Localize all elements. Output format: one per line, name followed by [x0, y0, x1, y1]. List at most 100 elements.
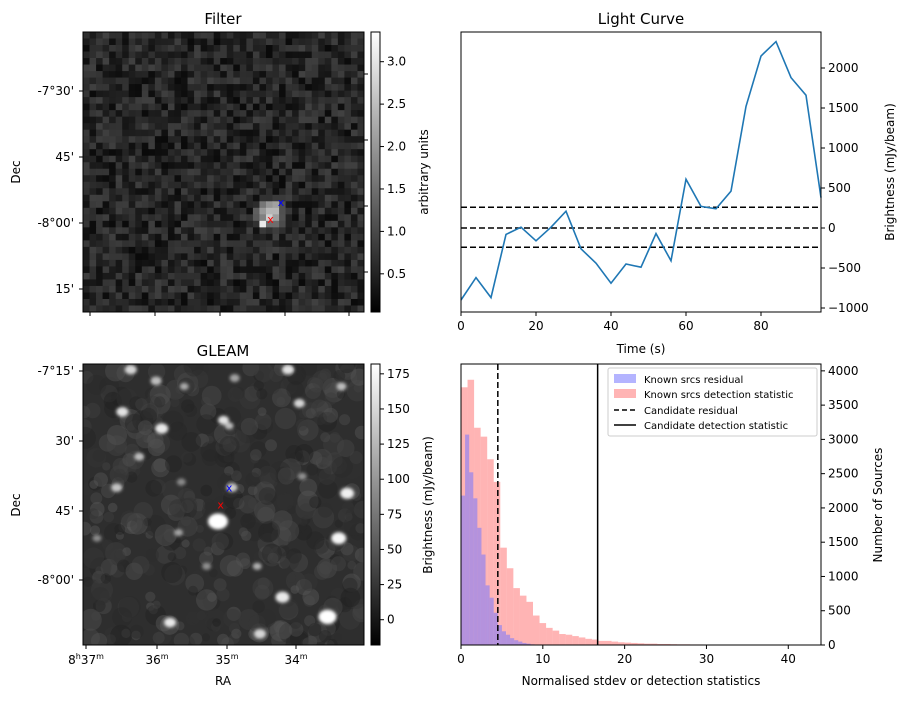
filter-pixel	[273, 117, 280, 124]
filter-pixel	[181, 305, 188, 312]
filter-pixel	[273, 136, 280, 143]
filter-pixel	[318, 279, 325, 286]
filter-pixel	[273, 253, 280, 260]
filter-pixel	[344, 110, 351, 117]
filter-pixel	[148, 78, 155, 85]
gleam-marker: x	[226, 482, 233, 495]
filter-pixel	[351, 130, 358, 137]
filter-pixel	[90, 279, 97, 286]
filter-pixel	[148, 201, 155, 208]
filter-pixel	[286, 208, 293, 215]
filter-pixel	[233, 110, 240, 117]
filter-pixel	[161, 110, 168, 117]
filter-pixel	[344, 279, 351, 286]
filter-pixel	[357, 188, 364, 195]
filter-pixel	[155, 143, 162, 150]
filter-pixel	[116, 273, 123, 280]
filter-pixel	[214, 117, 221, 124]
lightcurve-series-line	[461, 42, 821, 300]
filter-pixel	[109, 52, 116, 59]
filter-pixel	[168, 253, 175, 260]
filter-pixel	[103, 286, 110, 293]
filter-pixel	[273, 71, 280, 78]
gleam-noise-blob	[286, 573, 296, 583]
filter-pixel	[325, 292, 332, 299]
filter-pixel	[351, 169, 358, 176]
filter-pixel	[155, 123, 162, 130]
filter-pixel	[246, 45, 253, 52]
filter-pixel	[318, 156, 325, 163]
filter-pixel	[174, 201, 181, 208]
filter-pixel	[90, 195, 97, 202]
filter-pixel	[168, 299, 175, 306]
filter-pixel	[116, 32, 123, 39]
filter-pixel	[103, 65, 110, 72]
filter-pixel	[305, 45, 312, 52]
filter-pixel	[351, 32, 358, 39]
filter-pixel	[292, 240, 299, 247]
filter-pixel	[318, 65, 325, 72]
filter-pixel	[246, 136, 253, 143]
gleam-noise-blob	[342, 502, 355, 515]
filter-pixel	[188, 279, 195, 286]
gleam-xtick-label: 36m	[145, 652, 168, 667]
filter-pixel	[155, 58, 162, 65]
filter-pixel	[246, 104, 253, 111]
filter-pixel	[214, 130, 221, 137]
filter-pixel	[338, 260, 345, 267]
filter-pixel	[312, 32, 319, 39]
filter-pixel	[259, 97, 266, 104]
filter-pixel	[253, 52, 260, 59]
filter-pixel	[338, 305, 345, 312]
gleam-noise-blob	[216, 588, 229, 601]
filter-pixel	[142, 78, 149, 85]
gleam-source	[294, 399, 305, 408]
filter-pixel	[312, 78, 319, 85]
filter-pixel	[233, 58, 240, 65]
filter-pixel	[214, 71, 221, 78]
y-tick-label: 1000	[828, 141, 859, 155]
filter-pixel	[331, 305, 338, 312]
filter-pixel	[299, 266, 306, 273]
filter-pixel	[312, 305, 319, 312]
filter-pixel	[148, 39, 155, 46]
filter-pixel	[90, 299, 97, 306]
gleam-ytick-label: -8°00'	[37, 573, 74, 587]
filter-pixel	[292, 279, 299, 286]
filter-pixel	[240, 292, 247, 299]
gleam-noise-blob	[355, 426, 369, 440]
filter-pixel	[148, 208, 155, 215]
filter-pixel	[266, 71, 273, 78]
filter-pixel	[279, 253, 286, 260]
filter-pixel	[227, 143, 234, 150]
filter-pixel	[207, 299, 214, 306]
filter-pixel	[168, 175, 175, 182]
filter-pixel	[194, 136, 201, 143]
filter-pixel	[161, 32, 168, 39]
gleam-source	[340, 488, 354, 499]
filter-pixel	[122, 58, 129, 65]
filter-pixel	[344, 91, 351, 98]
filter-pixel	[103, 169, 110, 176]
filter-pixel	[253, 45, 260, 52]
filter-pixel	[325, 273, 332, 280]
legend-swatch-residual	[614, 374, 636, 383]
filter-pixel	[318, 292, 325, 299]
filter-pixel	[351, 45, 358, 52]
filter-pixel	[181, 39, 188, 46]
filter-pixel	[148, 175, 155, 182]
filter-pixel	[90, 71, 97, 78]
filter-pixel	[90, 240, 97, 247]
filter-pixel	[246, 32, 253, 39]
filter-pixel	[292, 169, 299, 176]
filter-pixel	[148, 97, 155, 104]
filter-pixel	[338, 45, 345, 52]
filter-pixel	[135, 156, 142, 163]
filter-pixel	[155, 97, 162, 104]
filter-pixel	[168, 84, 175, 91]
filter-pixel	[90, 182, 97, 189]
filter-pixel	[312, 286, 319, 293]
filter-pixel	[103, 299, 110, 306]
gleam-noise-blob	[299, 479, 317, 497]
filter-pixel	[227, 175, 234, 182]
